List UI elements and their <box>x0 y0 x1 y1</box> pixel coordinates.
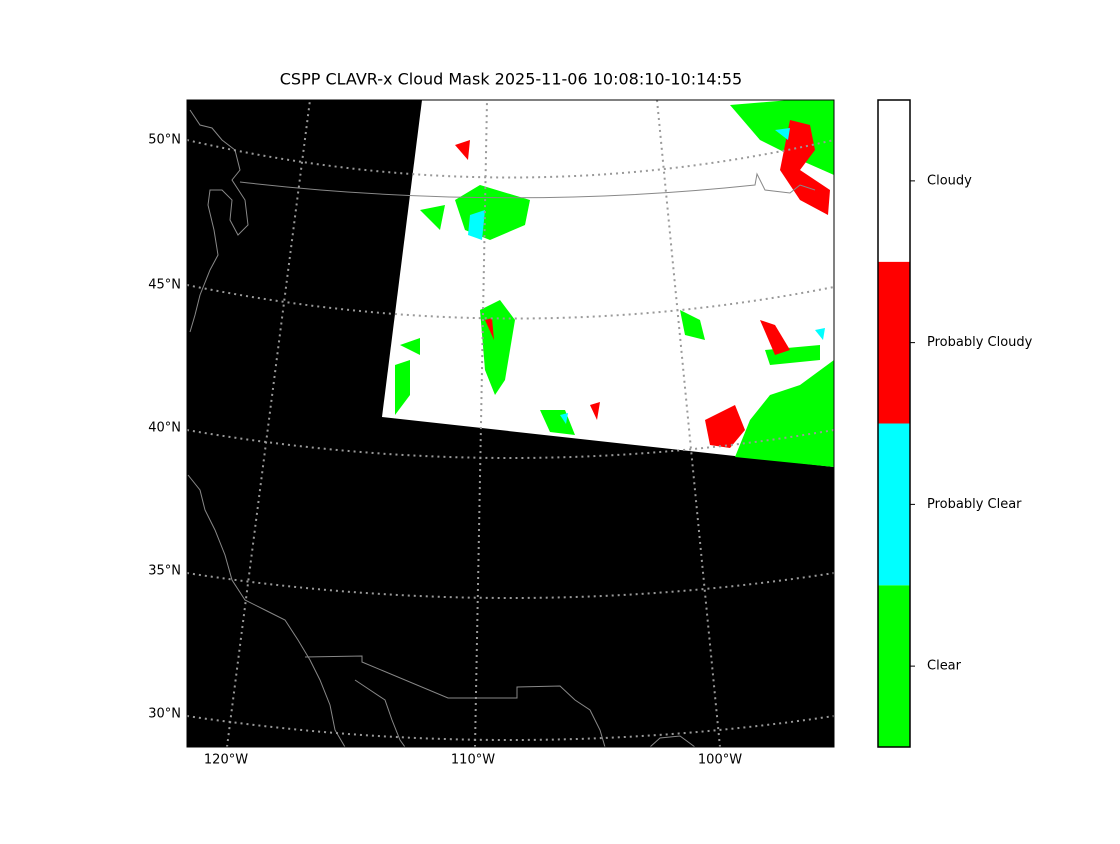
colorbar-segment <box>878 100 910 262</box>
colorbar: Clear Probably Clear Probably Cloudy Cloudy <box>877 99 1033 748</box>
colorbar-segment <box>878 423 910 586</box>
colorbar-label: Probably Clear <box>927 497 1022 512</box>
map-area <box>187 100 834 747</box>
colorbar-segment <box>878 585 910 747</box>
colorbar-label: Probably Cloudy <box>927 335 1033 350</box>
colorbar-label: Clear <box>927 659 962 674</box>
colorbar-segment <box>878 261 910 424</box>
colorbar-label: Cloudy <box>927 173 972 188</box>
latitude-label: 40°N <box>148 421 181 436</box>
clear-patches <box>395 100 834 467</box>
longitude-label: 110°W <box>451 753 495 768</box>
coastlines <box>187 109 816 747</box>
longitude-label: 100°W <box>698 753 742 768</box>
map-frame <box>186 99 835 748</box>
latitude-label: 50°N <box>148 133 181 148</box>
colorbar-frame <box>877 99 911 748</box>
axis-labels: 50°N 45°N 40°N 35°N 30°N 120°W 110°W 100°W <box>148 133 742 768</box>
map-title: CSPP CLAVR-x Cloud Mask 2025-11-06 10:08… <box>280 70 742 89</box>
latitude-label: 35°N <box>148 564 181 579</box>
longitude-label: 120°W <box>204 753 248 768</box>
probably-cloudy-patches <box>455 120 830 448</box>
graticule <box>187 100 834 747</box>
probably-clear-patches <box>468 128 825 424</box>
latitude-label: 30°N <box>148 707 181 722</box>
latitude-label: 45°N <box>148 278 181 293</box>
